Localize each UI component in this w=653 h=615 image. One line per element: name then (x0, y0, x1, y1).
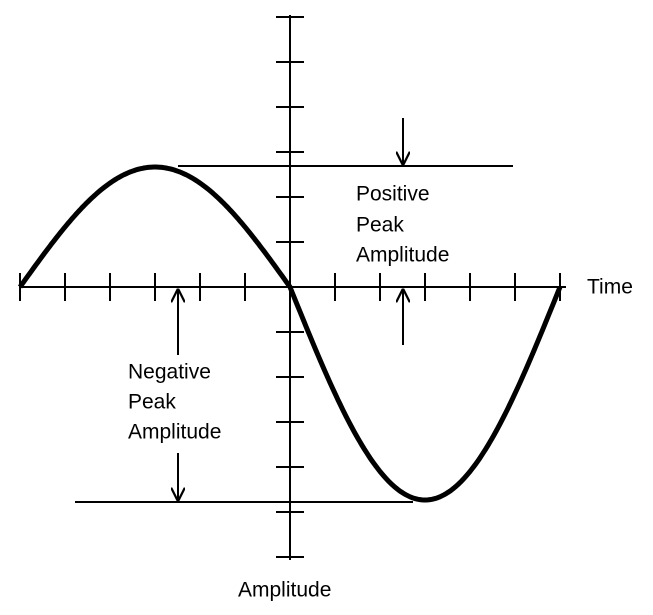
label: Positive (356, 183, 430, 206)
axis-label: Amplitude (238, 579, 331, 602)
label: Amplitude (128, 421, 221, 444)
axis-label: Time (587, 276, 633, 299)
waveform (17, 164, 563, 503)
label: Peak (128, 391, 176, 414)
label: Peak (356, 214, 404, 237)
label: Amplitude (356, 244, 449, 267)
label: Negative (128, 361, 211, 384)
